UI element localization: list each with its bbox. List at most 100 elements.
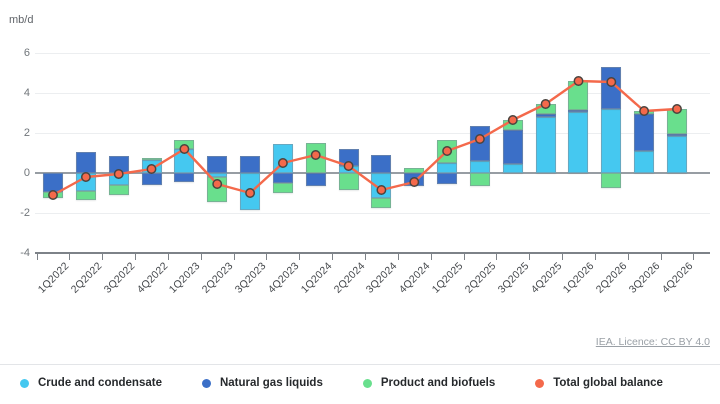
legend-label: Crude and condensate <box>38 377 162 389</box>
bar-segment-ngl[interactable] <box>75 152 96 173</box>
bar-segment-ngl[interactable] <box>174 173 195 182</box>
x-axis-tick <box>529 254 531 260</box>
total-balance-marker[interactable] <box>409 177 420 187</box>
total-balance-marker[interactable] <box>277 158 288 168</box>
bar-segment-product[interactable] <box>404 168 425 173</box>
y-axis-units-label: mb/d <box>9 14 34 26</box>
legend-item-total[interactable]: Total global balance <box>535 377 663 389</box>
bar-segment-crude[interactable] <box>502 164 523 173</box>
legend-label: Product and biofuels <box>380 377 496 389</box>
bar-segment-ngl[interactable] <box>666 134 687 136</box>
bar-segment-product[interactable] <box>108 185 129 195</box>
legend-label: Total global balance <box>553 377 663 389</box>
bar-segment-crude[interactable] <box>568 112 589 173</box>
total-balance-marker[interactable] <box>376 185 387 195</box>
x-axis-line <box>35 252 710 254</box>
total-balance-marker[interactable] <box>179 144 190 154</box>
bar-segment-ngl[interactable] <box>141 173 162 185</box>
x-axis-tick <box>463 254 465 260</box>
bar-segment-crude[interactable] <box>601 109 622 173</box>
x-axis-tick <box>36 254 38 260</box>
y-axis-tick-label: 4 <box>23 87 30 99</box>
total-balance-marker[interactable] <box>573 76 584 86</box>
bar-segment-ngl[interactable] <box>305 173 326 186</box>
legend-dot-icon <box>20 378 29 388</box>
y-axis-tick-label: -4 <box>20 247 30 259</box>
total-balance-marker[interactable] <box>245 188 256 198</box>
total-balance-marker[interactable] <box>113 169 124 179</box>
legend-dot-icon <box>201 378 211 388</box>
x-axis-tick <box>266 254 268 260</box>
bar-segment-product[interactable] <box>371 198 392 208</box>
total-balance-marker[interactable] <box>606 77 617 87</box>
x-axis-tick <box>69 254 71 260</box>
bar-segment-ngl[interactable] <box>601 67 622 109</box>
x-axis-tick <box>430 254 432 260</box>
x-axis-tick <box>135 254 137 260</box>
total-balance-marker[interactable] <box>474 134 485 144</box>
bar-segment-ngl[interactable] <box>502 130 523 164</box>
total-balance-marker[interactable] <box>442 146 453 156</box>
total-balance-marker[interactable] <box>672 104 682 114</box>
x-axis-tick <box>332 254 334 260</box>
bar-segment-ngl[interactable] <box>437 173 458 184</box>
bar-segment-product[interactable] <box>272 183 293 193</box>
x-axis-tick <box>365 254 366 260</box>
bar-segment-product[interactable] <box>141 158 162 160</box>
bar-segment-product[interactable] <box>469 173 490 186</box>
x-axis-tick <box>693 254 695 260</box>
bar-segment-ngl[interactable] <box>535 114 556 117</box>
bar-segment-crude[interactable] <box>469 161 490 173</box>
legend-item-crude[interactable]: Crude and condensate <box>20 377 162 389</box>
total-balance-marker[interactable] <box>48 190 58 200</box>
bar-segment-ngl[interactable] <box>207 156 228 173</box>
y-axis-tick-label: 0 <box>23 167 30 179</box>
x-axis-tick <box>200 254 202 260</box>
legend-dot-icon <box>535 378 545 388</box>
x-axis-tick <box>562 254 564 260</box>
bar-segment-ngl[interactable] <box>43 173 64 192</box>
bar-segment-ngl[interactable] <box>371 155 392 173</box>
y-axis-tick-label: -2 <box>20 207 30 219</box>
total-balance-marker[interactable] <box>343 161 354 171</box>
y-axis-tick-label: 2 <box>23 127 30 139</box>
x-axis-tick <box>102 254 104 260</box>
legend-label: Natural gas liquids <box>219 377 323 389</box>
bar-segment-product[interactable] <box>601 173 622 188</box>
total-balance-marker[interactable] <box>212 179 223 189</box>
bar-segment-ngl[interactable] <box>568 110 589 112</box>
x-axis-tick <box>496 254 498 260</box>
x-axis-tick <box>594 254 596 260</box>
bar-segment-ngl[interactable] <box>634 114 655 151</box>
licence-link[interactable]: IEA. Licence: CC BY 4.0 <box>595 336 710 348</box>
total-balance-marker[interactable] <box>639 106 650 116</box>
bar-segment-crude[interactable] <box>535 117 556 173</box>
bar-segment-product[interactable] <box>75 191 96 200</box>
y-axis-tick-label: 6 <box>23 47 30 59</box>
total-balance-marker[interactable] <box>310 150 321 160</box>
x-axis-tick <box>627 254 629 260</box>
bar-segment-crude[interactable] <box>666 136 687 173</box>
legend-item-ngl[interactable]: Natural gas liquids <box>201 377 323 389</box>
total-balance-marker[interactable] <box>146 164 157 174</box>
x-axis-tick <box>299 254 301 260</box>
legend-dot-icon <box>362 378 372 388</box>
bar-segment-crude[interactable] <box>634 151 655 173</box>
x-axis-tick <box>660 254 662 260</box>
gridline <box>35 213 710 214</box>
legend-item-product[interactable]: Product and biofuels <box>362 377 496 389</box>
total-balance-marker[interactable] <box>507 115 518 125</box>
bar-segment-ngl[interactable] <box>240 156 261 173</box>
x-axis-tick <box>167 254 169 260</box>
footer-divider <box>0 364 720 365</box>
bar-segment-crude[interactable] <box>437 163 458 173</box>
total-balance-marker[interactable] <box>540 99 551 109</box>
gridline <box>35 53 710 54</box>
bar-segment-ngl[interactable] <box>272 173 293 183</box>
x-axis-tick <box>397 254 399 260</box>
x-axis-tick <box>233 254 235 260</box>
total-balance-marker[interactable] <box>80 172 91 182</box>
chart-legend: Crude and condensate Natural gas liquids P… <box>20 370 663 396</box>
bar-segment-product[interactable] <box>338 173 359 190</box>
